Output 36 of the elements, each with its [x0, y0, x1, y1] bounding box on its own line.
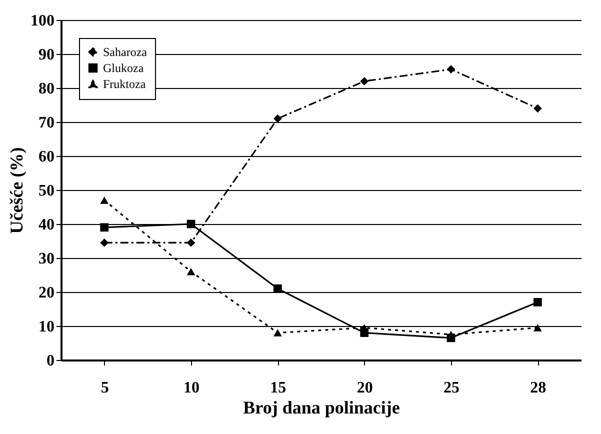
y-tick-label: 50: [38, 182, 54, 200]
y-tick-label: 60: [38, 148, 54, 166]
y-tick-label: 0: [46, 352, 54, 370]
x-tick-label: 15: [270, 380, 286, 396]
y-tick-label: 30: [38, 250, 54, 268]
y-tick-label: 20: [38, 284, 54, 302]
point: [100, 238, 109, 247]
y-tick-label: 80: [38, 80, 54, 98]
x-tick-label: 28: [530, 380, 546, 396]
point: [186, 268, 196, 276]
y-tick-label: 90: [38, 46, 54, 64]
point: [273, 284, 282, 293]
y-tick-label: 100: [30, 12, 54, 30]
point: [273, 114, 282, 123]
point: [533, 104, 542, 113]
y-axis-title: Učešće (%): [6, 147, 26, 234]
point: [360, 77, 369, 86]
x-tick-label: 5: [100, 380, 109, 396]
legend-label: Fruktoza: [103, 77, 146, 91]
point: [533, 298, 542, 306]
y-tick-label: 70: [38, 114, 54, 132]
point: [100, 196, 109, 204]
x-tick-label: 25: [444, 380, 460, 396]
point: [533, 324, 542, 332]
y-tick-label: 40: [38, 216, 54, 234]
x-tick-label: 20: [356, 380, 373, 396]
x-tick-label: 10: [184, 380, 200, 396]
x-axis-title: Broj dana polinacije: [243, 398, 400, 418]
y-tick-label: 10: [38, 318, 54, 336]
point: [100, 223, 109, 232]
point: [186, 220, 196, 228]
point: [186, 238, 196, 247]
legend-label: Glukoza: [103, 61, 144, 75]
legend-label: Saharoza: [103, 45, 148, 59]
point: [273, 329, 282, 336]
point: [446, 65, 456, 74]
